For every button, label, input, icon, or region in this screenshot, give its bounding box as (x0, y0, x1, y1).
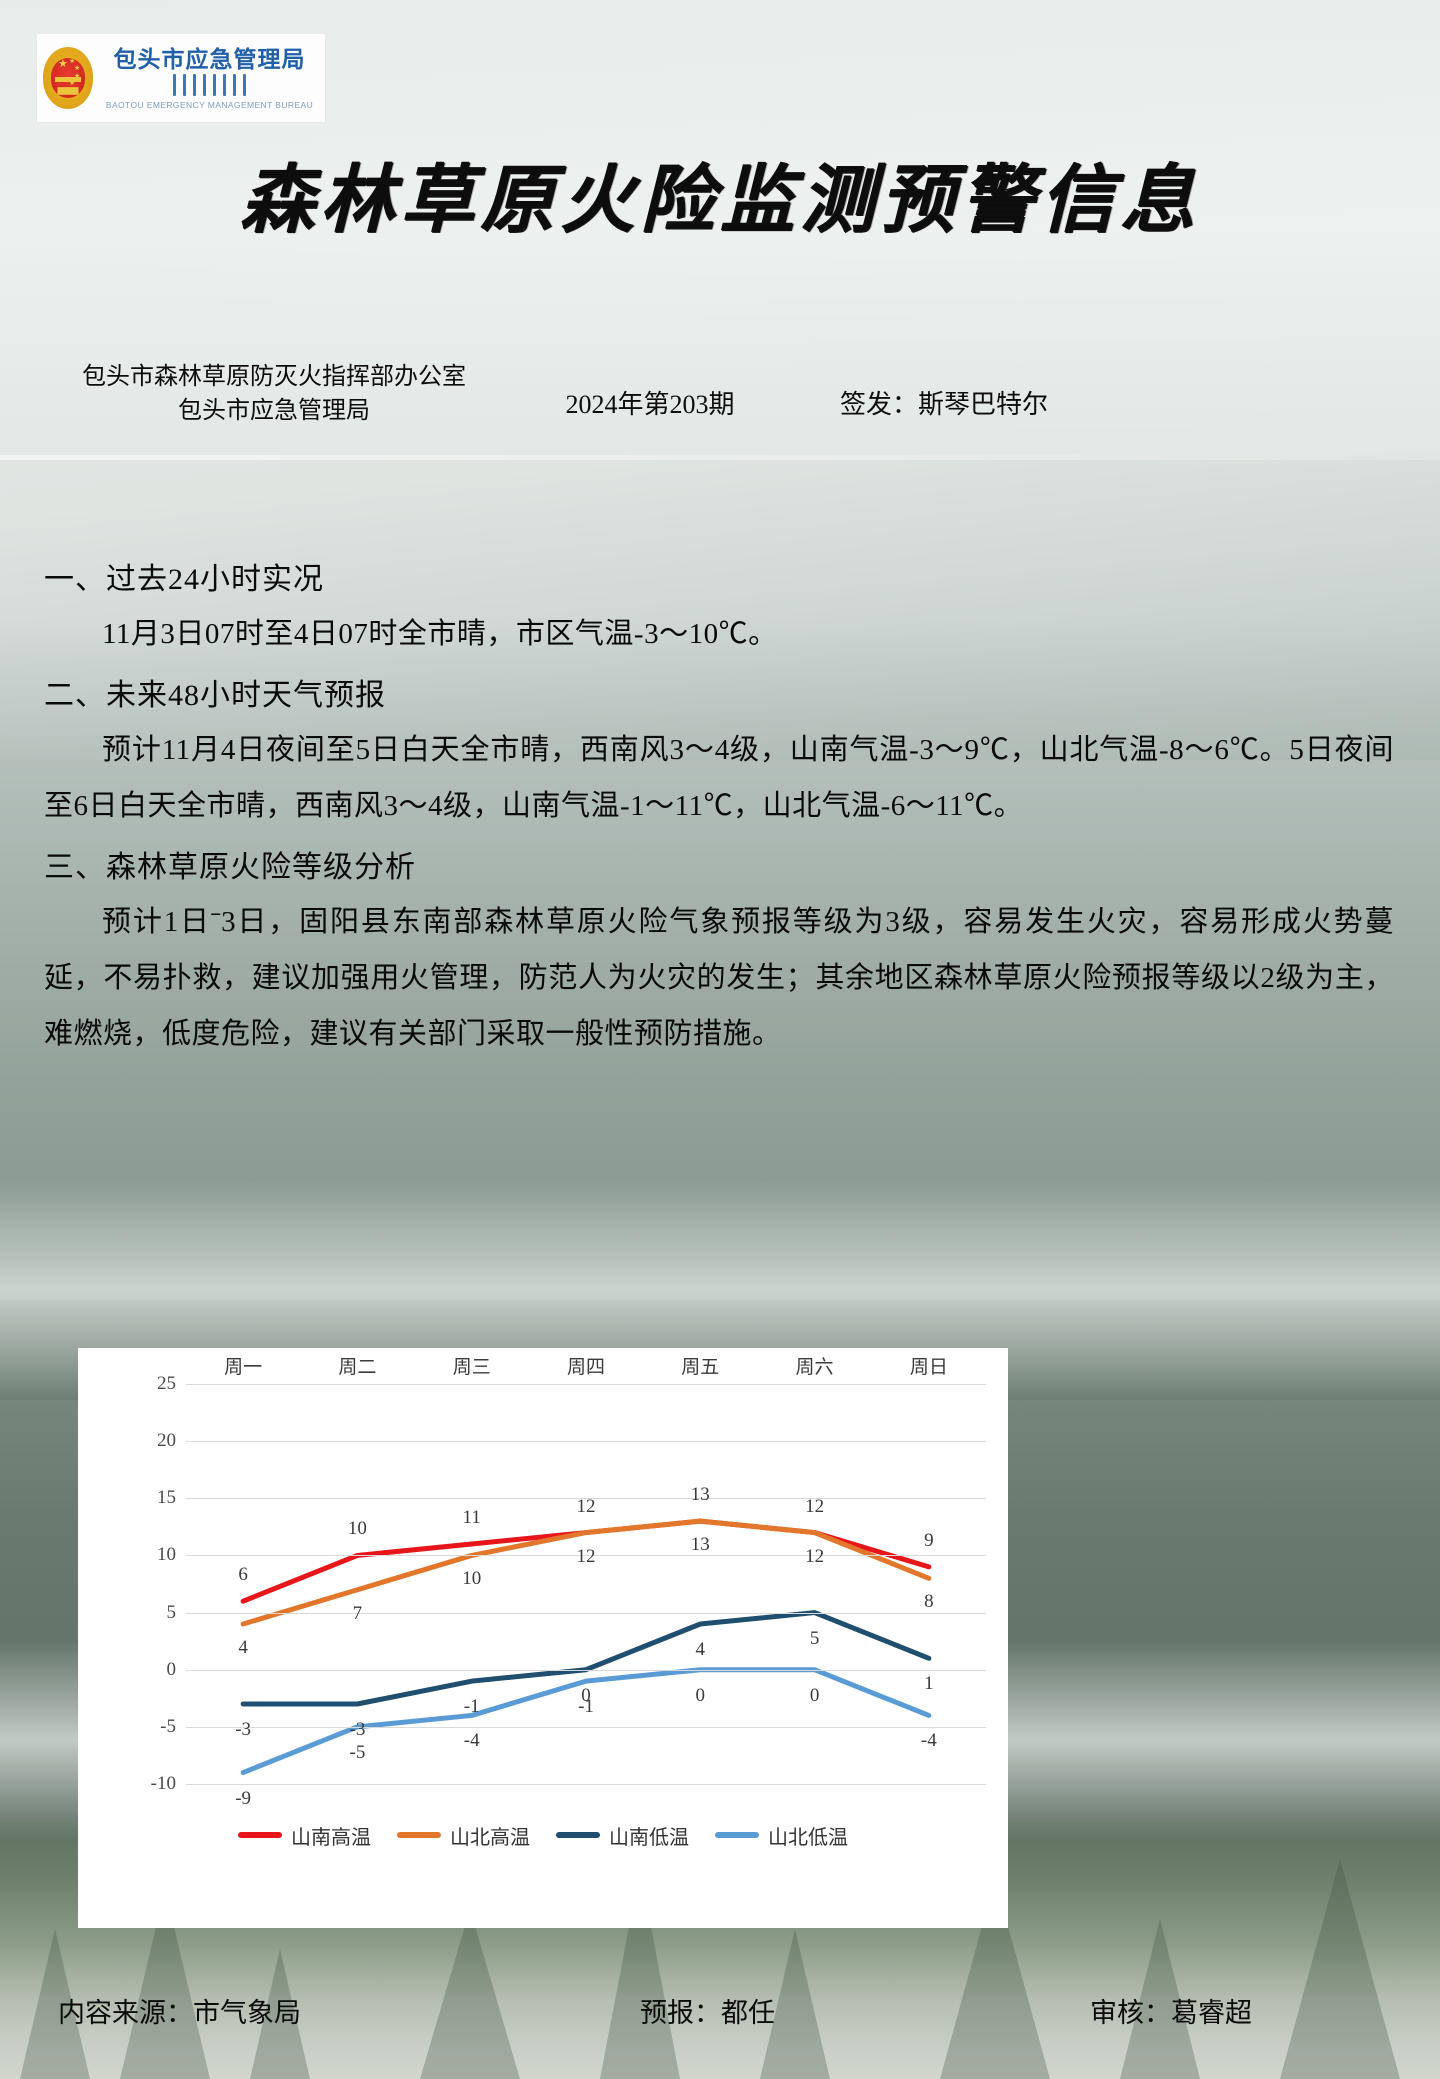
chart-day-label: 周五 (681, 1357, 720, 1378)
section-heading: 二、未来48小时天气预报 (44, 679, 386, 712)
document-body: 一、过去24小时实况 11月3日07时至4日07时全市晴，市区气温-3～10℃。… (0, 560, 1440, 1076)
chart-y-tick: -5 (160, 1715, 176, 1737)
chart-gridline (186, 1441, 986, 1443)
footer-reviewer: 审核：葛睿超 (1090, 1998, 1252, 2028)
document-footer: 内容来源：市气象局 预报：都任 审核：葛睿超 (0, 1955, 1440, 2079)
chart-data-label: -3 (235, 1719, 252, 1740)
chart-data-label: 4 (238, 1637, 248, 1658)
chart-gridline (186, 1555, 986, 1557)
chart-y-tick: 15 (157, 1487, 176, 1509)
issue-number: 2024年第203期 (565, 390, 735, 419)
chart-data-label: 10 (462, 1568, 482, 1590)
org-line-2: 包头市应急管理局 (178, 398, 370, 424)
chart-day-label: 周四 (566, 1357, 605, 1378)
section-heading: 一、过去24小时实况 (44, 563, 324, 596)
chart-day-label: 周一 (224, 1357, 263, 1378)
org-line-1: 包头市森林草原防灭火指挥部办公室 (82, 364, 466, 390)
chart-data-label: 12 (805, 1495, 825, 1517)
chart-legend-item[interactable]: 山北低温 (715, 1821, 848, 1850)
chart-data-label: -5 (349, 1741, 366, 1763)
issuing-organization: 包头市森林草原防灭火指挥部办公室 包头市应急管理局 (14, 360, 534, 428)
chart-data-label: 6 (238, 1564, 248, 1586)
footer-forecaster: 预报：都任 (640, 1998, 775, 2028)
chart-gridline (186, 1498, 986, 1500)
legend-label: 山南低温 (609, 1826, 689, 1849)
legend-color-swatch (397, 1832, 441, 1838)
logo-english-name: BAOTOU EMERGENCY MANAGEMENT BUREAU (105, 99, 314, 110)
temperature-chart: 周一 周二 周三 周四 周五 周六 周日 25 20 15 10 5 0 -5 -10 6 10 11 12 13 1… (78, 1348, 1008, 1928)
chart-y-tick: -10 (150, 1773, 176, 1794)
chart-data-label: 12 (576, 1545, 596, 1567)
chart-day-labels: 周一 周二 周三 周四 周五 周六 周日 (78, 1352, 1008, 1382)
bureau-logo: ★ ★ ★ ★ ★ 包头市应急管理局 BAOTOU EMERGENCY MANA… (36, 33, 326, 123)
legend-label: 山北低温 (768, 1826, 848, 1849)
signer-name: 签发：斯琴巴特尔 (840, 390, 1049, 419)
chart-legend-item[interactable]: 山南高温 (238, 1821, 371, 1850)
chart-data-label: 13 (690, 1484, 710, 1506)
chart-data-label: 13 (690, 1534, 710, 1556)
chart-y-tick: 10 (157, 1544, 176, 1566)
section-paragraph: 预计11月4日夜间至5日白天全市晴，西南风3～4级，山南气温-3～9℃，山北气温… (44, 734, 1394, 822)
chart-data-label: -1 (578, 1696, 594, 1718)
chart-data-label: 4 (695, 1639, 706, 1660)
section-paragraph: 11月3日07时至4日07时全市晴，市区气温-3～10℃。 (102, 618, 778, 650)
legend-color-swatch (556, 1832, 600, 1838)
logo-chinese-name: 包头市应急管理局 (113, 45, 306, 72)
chart-gridline (186, 1726, 986, 1728)
chart-y-tick: 20 (157, 1430, 176, 1452)
chart-day-label: 周日 (909, 1357, 948, 1378)
chart-data-label: 5 (809, 1627, 820, 1649)
chart-gridline (186, 1669, 986, 1671)
header-divider (0, 455, 1440, 460)
section-fire-risk-analysis: 三、森林草原火险等级分析 预计1日ˉ3日，固阳县东南部森林草原火险气象预报等级为… (0, 848, 1440, 1062)
chart-data-label: -1 (463, 1696, 480, 1718)
legend-label: 山南高温 (291, 1826, 371, 1849)
chart-y-tick: 25 (157, 1373, 176, 1394)
tiananmen-gate (57, 87, 79, 95)
chart-gridline (186, 1384, 986, 1385)
chart-data-label: -4 (920, 1730, 937, 1752)
chart-legend-item[interactable]: 山北高温 (397, 1821, 530, 1850)
chart-series-line (240, 1518, 932, 1627)
chart-data-label: 0 (581, 1684, 591, 1706)
chart-plot-area: 25 20 15 10 5 0 -5 -10 6 10 11 12 13 12 9 4 7 10 12 13 12 8 -3… (151, 1373, 986, 1809)
chart-data-label: 12 (805, 1545, 825, 1567)
legend-label: 山北高温 (450, 1826, 530, 1849)
chart-legend-item[interactable]: 山南低温 (556, 1821, 689, 1850)
chart-day-label: 周三 (452, 1357, 491, 1378)
chart-day-label: 周六 (795, 1357, 834, 1378)
chart-lines-svg (240, 1518, 932, 1776)
section-heading: 三、森林草原火险等级分析 (44, 851, 416, 884)
chart-data-label: 8 (924, 1591, 934, 1613)
chart-y-tick: 5 (166, 1601, 177, 1623)
section-48h-forecast: 二、未来48小时天气预报 预计11月4日夜间至5日白天全市晴，西南风3～4级，山… (0, 676, 1440, 834)
chart-data-label: 9 (924, 1529, 934, 1551)
page-title: 森林草原火险监测预警信息 (240, 160, 1200, 242)
chart-day-label: 周二 (338, 1357, 377, 1378)
chart-data-label: -9 (235, 1787, 252, 1809)
chart-legend: 山南高温 山北高温 山南低温 山北低温 (78, 1820, 1008, 1850)
legend-color-swatch (238, 1832, 282, 1838)
chart-data-label: 11 (462, 1507, 481, 1528)
chart-gridline (186, 1784, 986, 1785)
chart-y-tick: 0 (166, 1658, 177, 1680)
chart-data-label: 0 (809, 1684, 820, 1706)
tiananmen-roof (55, 77, 81, 83)
section-past-24h: 一、过去24小时实况 11月3日07时至4日07时全市晴，市区气温-3～10℃。 (0, 560, 1440, 662)
section-paragraph: 预计1日ˉ3日，固阳县东南部森林草原火险气象预报等级为3级，容易发生火灾，容易形… (44, 906, 1394, 1050)
footer-source: 内容来源：市气象局 (58, 1998, 301, 2028)
chart-data-label: -4 (463, 1730, 480, 1752)
chart-data-label: -3 (349, 1719, 366, 1740)
chart-data-label: 7 (352, 1602, 363, 1624)
chart-data-label: 1 (924, 1673, 934, 1695)
national-emblem-icon: ★ ★ ★ ★ ★ (43, 47, 93, 109)
legend-color-swatch (715, 1832, 759, 1838)
chart-data-label: 0 (695, 1684, 706, 1706)
chart-data-label: 12 (576, 1495, 596, 1517)
logo-mongolian-script (100, 73, 319, 98)
header-subrow: 包头市森林草原防灭火指挥部办公室 包头市应急管理局 2024年第203期 签发：… (0, 360, 1440, 430)
chart-gridline (186, 1612, 986, 1614)
chart-data-label: 10 (347, 1518, 367, 1540)
